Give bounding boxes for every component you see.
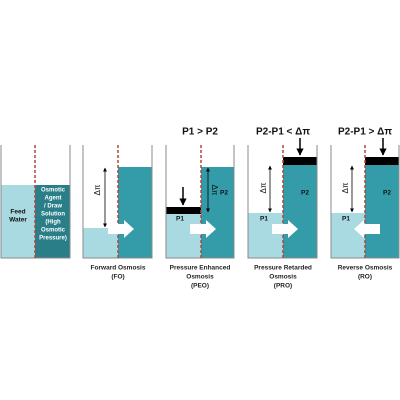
- label: P2: [383, 190, 391, 197]
- caption: (FO): [111, 274, 124, 281]
- label: Solution: [41, 212, 65, 218]
- piston: [365, 157, 399, 165]
- label: Osmotic: [41, 188, 66, 194]
- feed-water: [166, 214, 201, 258]
- flow-arrow: [108, 220, 134, 238]
- delta-label: Δπ: [341, 182, 350, 193]
- flow-arrow: [272, 220, 298, 238]
- caption: Osmosis: [269, 274, 297, 281]
- panel-fo: Δπ Forward Osmosis (FO): [82, 145, 153, 281]
- feed-water: [248, 213, 283, 258]
- piston: [283, 157, 317, 165]
- label: Osmotic: [41, 228, 66, 234]
- panel-pro: P2-P1 < Δπ Δπ P1 P2 Pressure Retarded Os…: [247, 127, 318, 290]
- flow-arrow: [190, 220, 216, 238]
- label: / Draw: [44, 204, 62, 210]
- delta-label: Δπ: [93, 184, 102, 195]
- caption: Pressure Enhanced: [170, 265, 231, 272]
- label: Agent: [45, 196, 62, 202]
- panel-ro: P2-P1 > Δπ Δπ P1 P2 Reverse Osmosis (RO): [330, 127, 400, 281]
- panel-peo: P1 > P2 Δπ P1 P2 Pressure Enhanced Osmos…: [165, 127, 235, 290]
- caption: (PRO): [274, 283, 292, 290]
- label: Water: [9, 217, 27, 224]
- caption: (RO): [358, 274, 372, 281]
- feed-water: [1, 185, 35, 258]
- flow-arrow: [354, 220, 380, 238]
- caption: Reverse Osmosis: [338, 265, 393, 272]
- label: P1: [260, 216, 268, 223]
- panel-title: P2-P1 < Δπ: [256, 127, 310, 138]
- panel-title: P1 > P2: [182, 127, 218, 138]
- caption: (PEO): [191, 283, 209, 290]
- panel-initial: Feed Water Osmotic Agent / Draw Solution…: [0, 145, 71, 259]
- label: Pressure): [39, 236, 67, 242]
- container: [165, 145, 235, 259]
- draw-solution: [283, 165, 317, 258]
- label: P1: [176, 216, 184, 223]
- label: P2: [220, 190, 228, 197]
- draw-solution: [365, 165, 399, 258]
- label: P2: [301, 190, 309, 197]
- label: P1: [342, 216, 350, 223]
- caption: Osmosis: [186, 274, 214, 281]
- draw-solution: [118, 167, 152, 258]
- feed-water: [331, 213, 365, 258]
- draw-solution: [35, 185, 70, 258]
- draw-solution: [201, 167, 234, 258]
- delta-label: Δπ: [259, 182, 268, 193]
- caption: Forward Osmosis: [91, 265, 146, 272]
- piston: [166, 207, 201, 214]
- delta-label: Δπ: [210, 185, 219, 196]
- caption: Pressure Retarded: [254, 265, 312, 272]
- label: Feed: [10, 209, 25, 216]
- label: (High: [45, 220, 61, 226]
- panel-title: P2-P1 > Δπ: [338, 127, 392, 138]
